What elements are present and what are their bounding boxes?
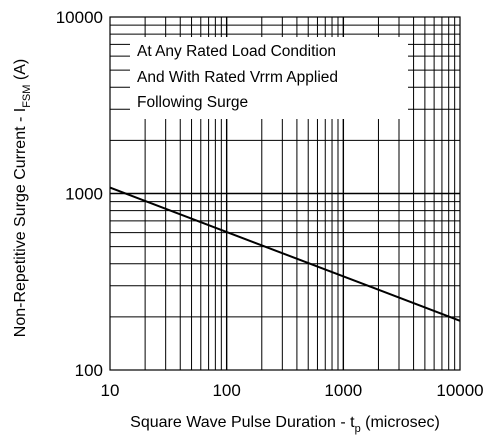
plot-frame — [109, 16, 461, 371]
y-tick-label: 10000 — [56, 8, 103, 27]
x-axis-title: Square Wave Pulse Duration - tp (microse… — [130, 414, 440, 435]
y-tick-label: 100 — [75, 361, 103, 380]
x-tick-label: 10 — [101, 381, 120, 400]
y-axis-title: Non-Repetitive Surge Current - IFSM (A) — [12, 59, 33, 337]
annotation-line-1: At Any Rated Load Condition — [137, 43, 336, 60]
annotation-box: At Any Rated Load Condition And With Rat… — [130, 37, 408, 119]
x-tick-label: 100 — [212, 381, 240, 400]
annotation-line-3: Following Surge — [137, 94, 248, 111]
annotation-line-2: And With Rated Vrrm Applied — [137, 69, 338, 86]
x-tick-label: 1000 — [324, 381, 362, 400]
series-layer — [109, 186, 461, 322]
y-tick-labels: 100 1000 10000 — [56, 8, 103, 380]
y-tick-label: 1000 — [65, 185, 103, 204]
x-tick-label: 10000 — [436, 381, 483, 400]
surge-current-line — [109, 186, 461, 322]
x-tick-labels: 10 100 1000 10000 — [101, 381, 484, 400]
annotation-background — [130, 37, 408, 119]
